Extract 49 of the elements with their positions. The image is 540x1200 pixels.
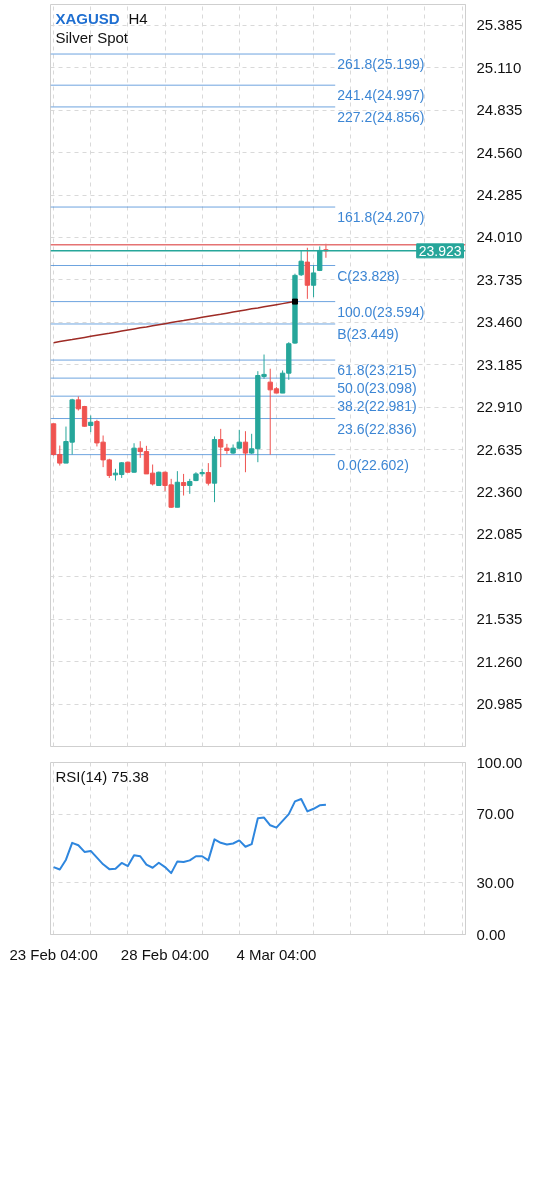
x-tick-label: 28 Feb 04:00 xyxy=(120,945,210,963)
candlestick xyxy=(304,247,311,300)
y-tick-label: 25.110 xyxy=(476,58,522,76)
y-tick-label: 23.735 xyxy=(476,270,523,288)
y-tick-label: 25.385 xyxy=(476,16,523,34)
ref-line-label: 161.8(24.207) xyxy=(337,209,425,226)
y-tick-label: 23.185 xyxy=(476,355,523,373)
y-tick-label: 22.910 xyxy=(476,398,523,416)
ref-line-label: 100.0(23.594) xyxy=(337,303,425,320)
ref-line-label: B(23.449) xyxy=(337,325,399,342)
ref-line-label: 23.6(22.836) xyxy=(337,420,417,437)
x-tick-label: 4 Mar 04:00 xyxy=(236,945,317,963)
chart-title: RSI(14) 75.38 xyxy=(55,767,149,785)
y-tick-label: 0.00 xyxy=(476,925,506,943)
y-tick-label: 30.00 xyxy=(476,873,515,891)
y-tick-label: 22.085 xyxy=(476,525,523,543)
chart-title: XAGUSD xyxy=(55,9,120,27)
y-tick-label: 100.00 xyxy=(476,753,523,771)
y-tick-label: 24.285 xyxy=(476,186,523,204)
annotation: 23.923 xyxy=(418,242,462,259)
line-series xyxy=(52,797,327,875)
y-tick-label: 21.260 xyxy=(476,652,523,670)
candlestick xyxy=(310,264,317,298)
y-tick-label: 24.010 xyxy=(476,228,523,246)
text: Silver Spot xyxy=(55,28,129,46)
y-tick-label: 22.635 xyxy=(476,440,523,458)
y-tick-label: 24.560 xyxy=(476,143,523,161)
candlestick xyxy=(180,473,187,497)
x-tick-label: 23 Feb 04:00 xyxy=(9,945,98,963)
y-tick-label: 23.460 xyxy=(476,313,523,331)
y-tick-label: 20.985 xyxy=(476,695,523,713)
ref-line-label: 261.8(25.199) xyxy=(337,56,425,73)
candlestick xyxy=(242,430,249,473)
y-tick-label: 24.835 xyxy=(476,101,523,119)
annotation: H4 xyxy=(128,9,148,27)
ref-line-label: 50.0(23.098) xyxy=(337,380,417,397)
candlestick xyxy=(218,428,224,468)
candlestick xyxy=(205,462,211,486)
ref-line-label: 227.2(24.856) xyxy=(337,108,425,125)
ref-line-label: 61.8(23.215) xyxy=(337,362,417,379)
candlestick xyxy=(224,443,230,455)
y-tick-label: 70.00 xyxy=(476,805,515,823)
y-tick-label: 21.535 xyxy=(476,610,523,628)
ref-line-label: 38.2(22.981) xyxy=(337,398,417,415)
ref-line-label: 241.4(24.997) xyxy=(337,87,425,104)
ref-line-label: C(23.828) xyxy=(337,267,400,284)
y-tick-label: 21.810 xyxy=(476,567,523,585)
y-tick-label: 22.360 xyxy=(476,482,523,500)
ref-line-label: 0.0(22.602) xyxy=(337,456,409,473)
